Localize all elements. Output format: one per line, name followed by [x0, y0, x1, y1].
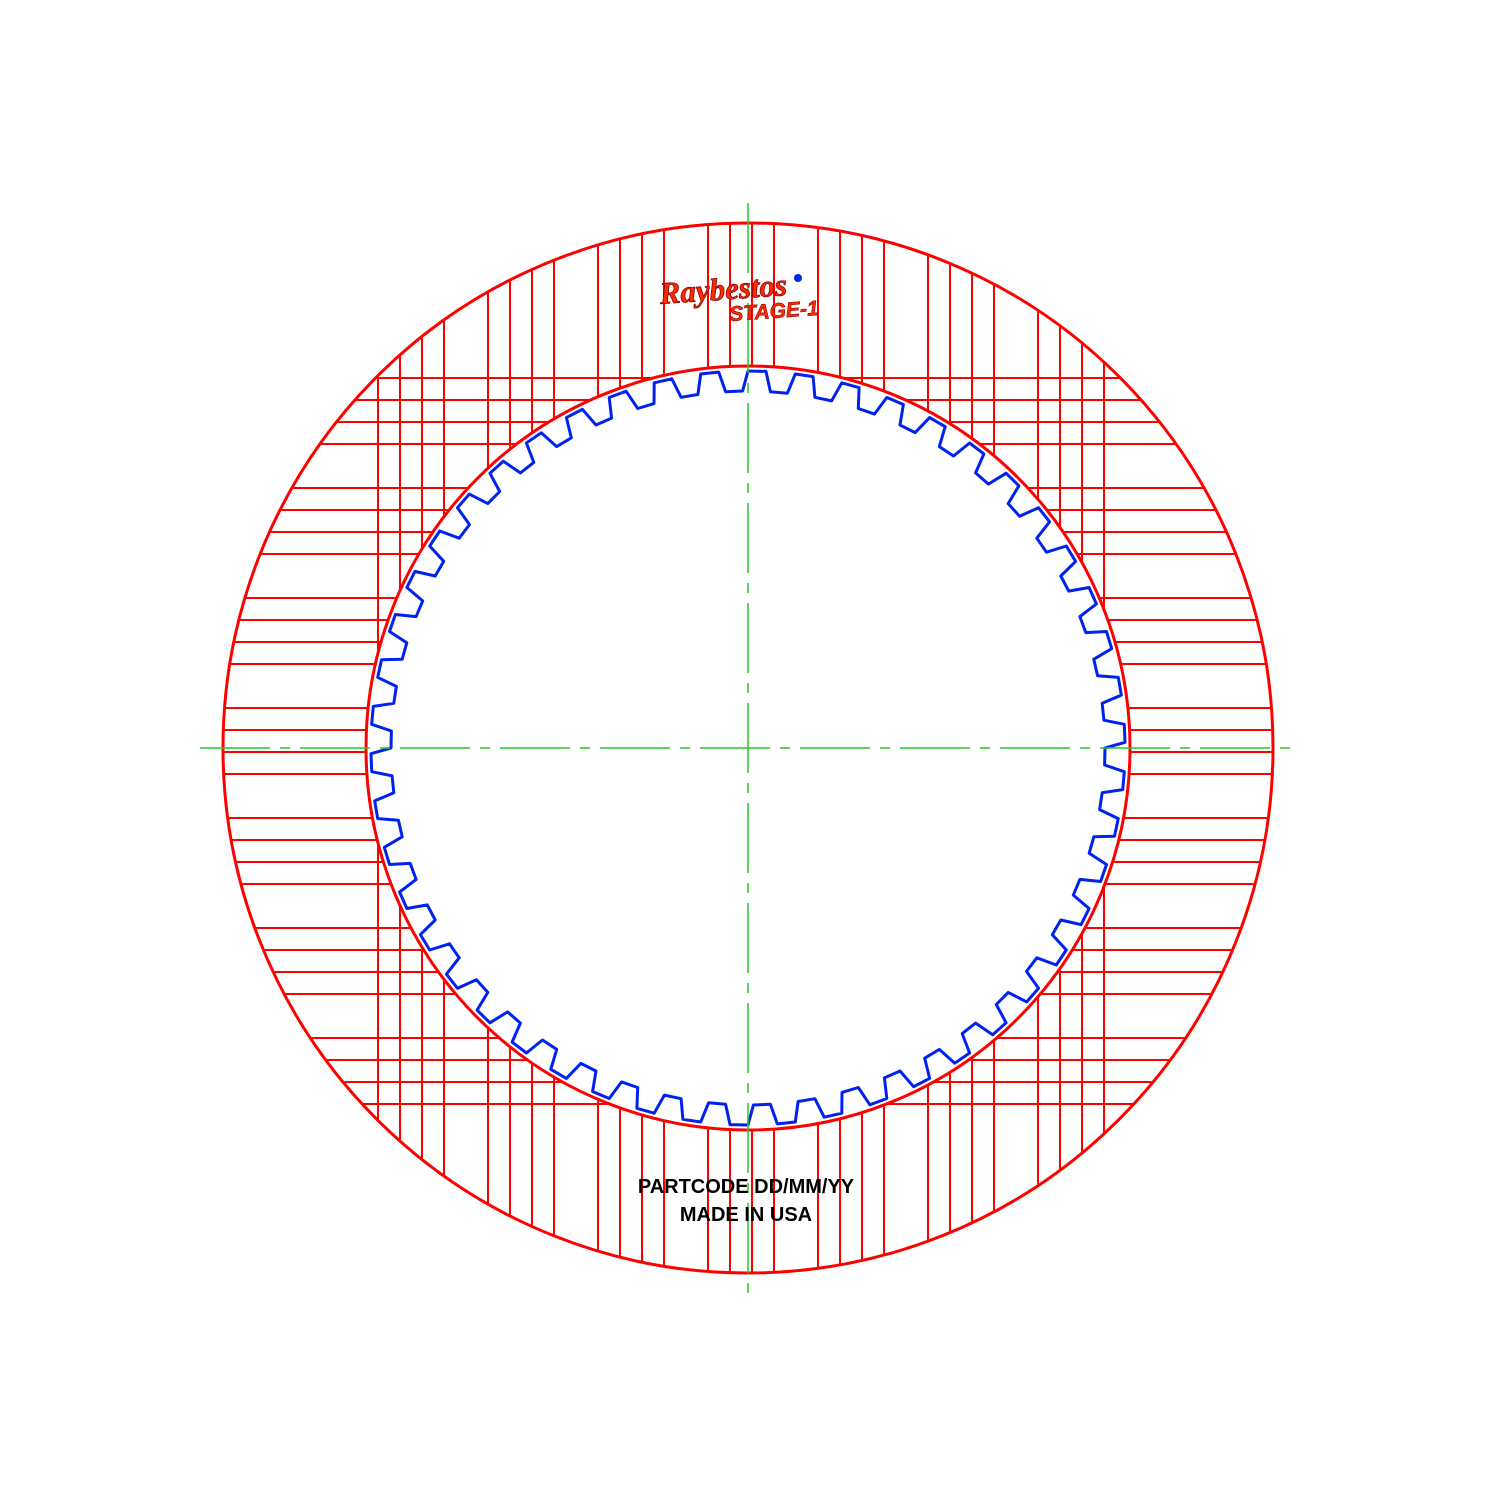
logo-dot: [794, 274, 802, 282]
made-in-label: MADE IN USA: [680, 1204, 812, 1226]
friction-groove-pattern: [223, 223, 1273, 1273]
logo-stage-text: STAGE-1: [729, 297, 820, 326]
part-code-label: PARTCODE DD/MM/YY: [638, 1176, 855, 1198]
raybestos-stage-1-logo: Raybestos STAGE-1: [657, 267, 820, 327]
